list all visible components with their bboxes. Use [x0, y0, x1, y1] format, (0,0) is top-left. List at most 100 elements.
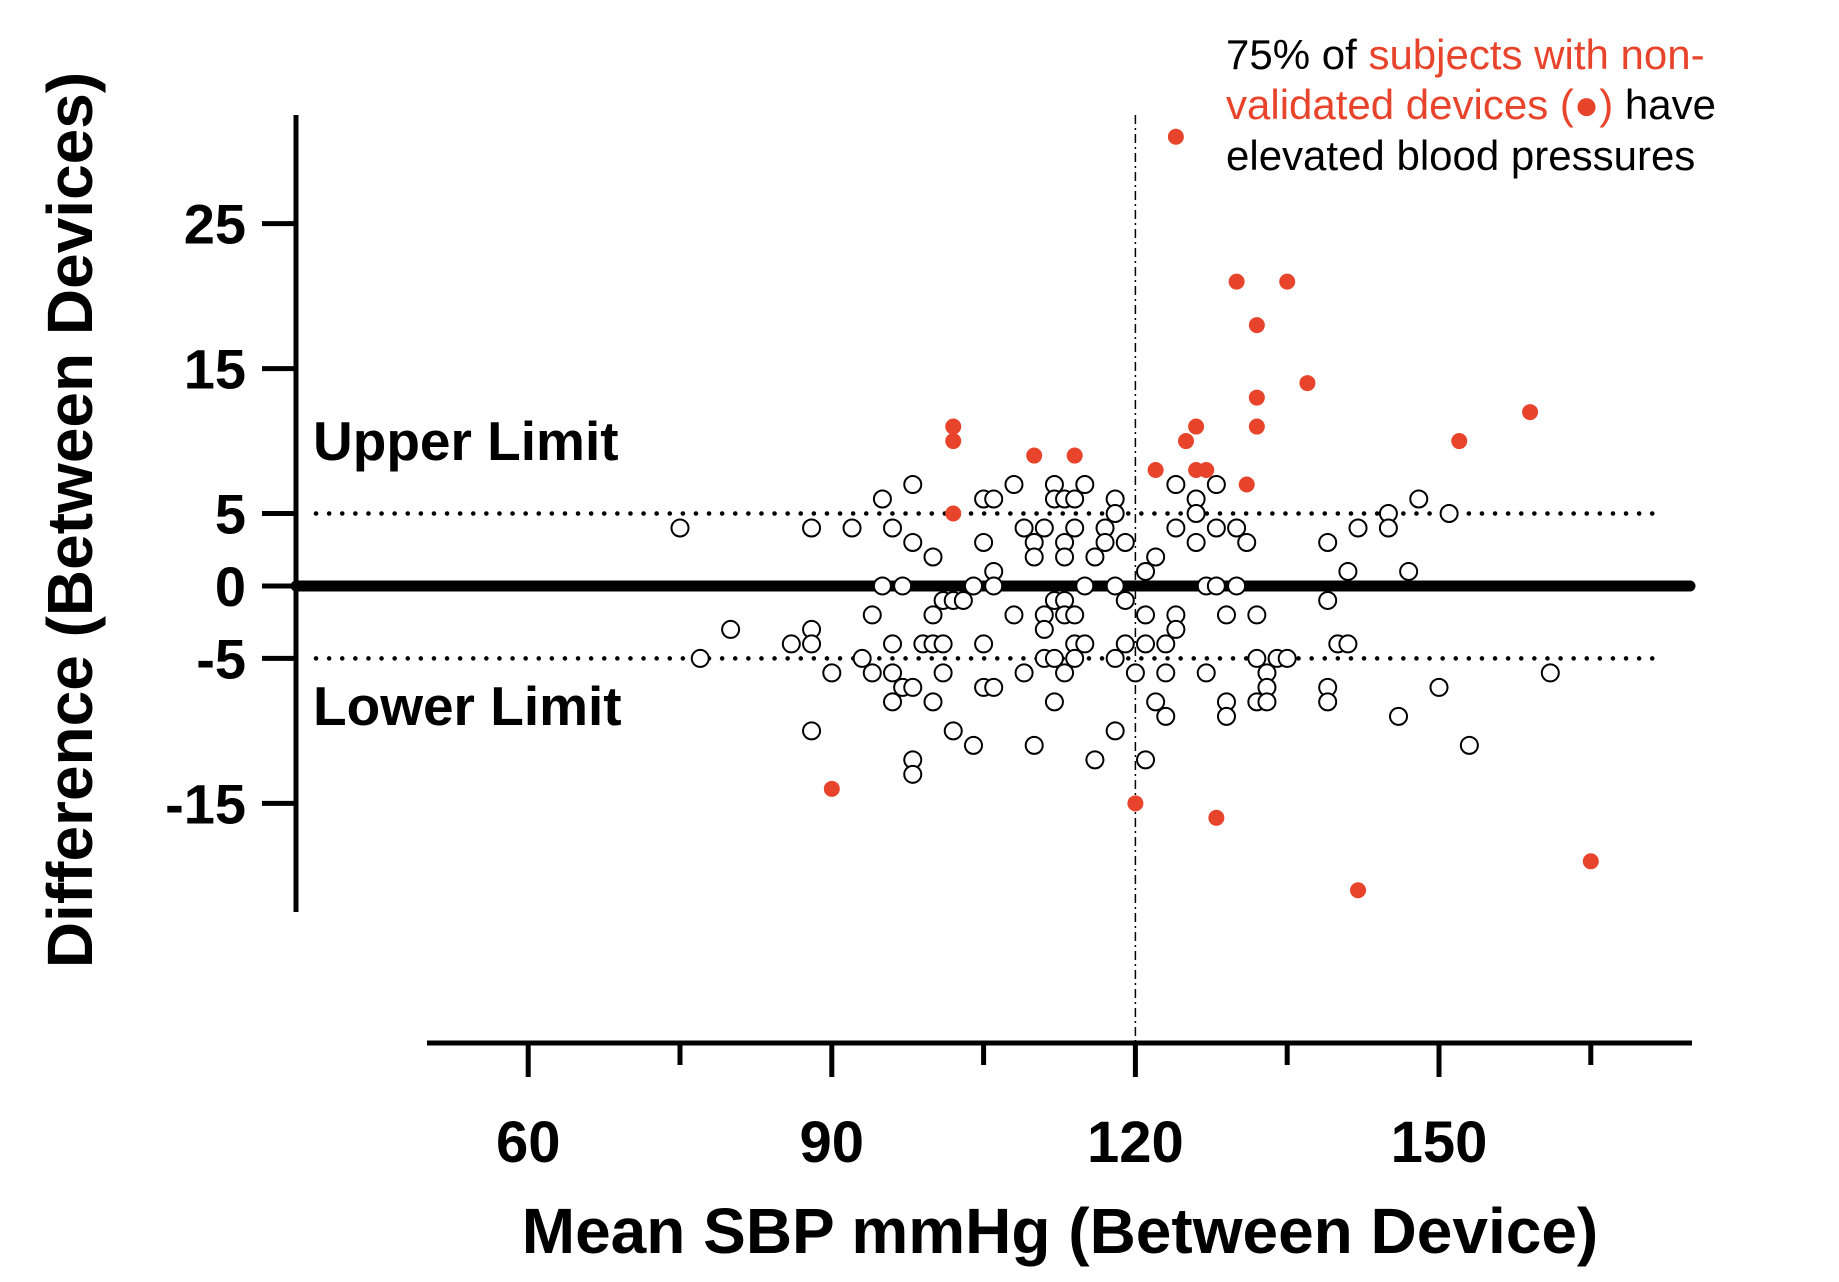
upper-limit-label: Upper Limit [313, 410, 619, 472]
annotation-part1: 75% of [1226, 31, 1357, 78]
validated-point [1136, 561, 1156, 581]
non-validated-point [1238, 476, 1255, 493]
validated-point [883, 518, 903, 538]
validated-point [872, 489, 892, 509]
validated-point [903, 532, 923, 552]
non-validated-point [945, 505, 962, 522]
validated-point [883, 634, 903, 654]
non-validated-point [1167, 128, 1184, 145]
validated-point [721, 619, 741, 639]
validated-point [1055, 547, 1075, 567]
non-validated-point [1582, 853, 1599, 870]
validated-point [1247, 605, 1267, 625]
axis-ticks: 25 15 5 0 -5 -15 60 90 120 150 [165, 193, 1594, 1175]
validated-point [963, 576, 983, 596]
validated-point [1055, 663, 1075, 683]
validated-point [822, 663, 842, 683]
validated-point [1146, 692, 1166, 712]
y-tick-label: 25 [184, 193, 246, 256]
validated-point [923, 605, 943, 625]
validated-point [933, 634, 953, 654]
validated-point [1014, 663, 1034, 683]
validated-point [842, 518, 862, 538]
validated-point [903, 475, 923, 495]
validated-point [1277, 648, 1297, 668]
validated-point [943, 721, 963, 741]
validated-point [802, 518, 822, 538]
non-validated-point [945, 418, 962, 435]
validated-point [862, 663, 882, 683]
validated-point [1399, 561, 1419, 581]
validated-point [1044, 692, 1064, 712]
validated-point [1136, 634, 1156, 654]
validated-point [1004, 475, 1024, 495]
non-validated-point [1522, 404, 1539, 421]
validated-point [1034, 619, 1054, 639]
validated-point [1318, 692, 1338, 712]
non-validated-point [823, 780, 840, 797]
validated-point [1206, 576, 1226, 596]
annotation-note: 75% of subjects with non-validated devic… [1226, 30, 1826, 181]
validated-point [1065, 648, 1085, 668]
validated-point [1318, 532, 1338, 552]
x-tick-label: 120 [1087, 1110, 1184, 1175]
validated-point [1166, 475, 1186, 495]
validated-point [1389, 706, 1409, 726]
annotation-part2: subjects with non-validated devices (●) [1226, 31, 1705, 129]
validated-point [1439, 504, 1459, 523]
validated-point [852, 648, 872, 668]
non-validated-point [1248, 418, 1265, 435]
validated-point [1115, 634, 1135, 654]
non-validated-point [1299, 375, 1316, 392]
annotation-part3: have elevated blood pressures [1226, 81, 1716, 179]
validated-point [1075, 634, 1095, 654]
validated-point [1156, 634, 1176, 654]
validated-point [1156, 706, 1176, 726]
non-validated-point [1188, 418, 1205, 435]
non-validated-point [1208, 809, 1225, 826]
validated-point [883, 692, 903, 712]
lower-limit-label: Lower Limit [313, 675, 622, 737]
validated-point [1186, 504, 1206, 523]
validated-point [1540, 663, 1560, 683]
validated-point [984, 576, 1004, 596]
validated-point [1318, 590, 1338, 610]
validated-point [1125, 663, 1145, 683]
non-validated-point [1279, 273, 1296, 290]
validated-point [893, 576, 913, 596]
y-tick-label: 0 [215, 555, 246, 618]
validated-point [1085, 750, 1105, 770]
validated-point [1348, 518, 1368, 538]
non-validated-point [1451, 433, 1468, 450]
validated-point [963, 735, 983, 755]
non-validated-point [1147, 462, 1164, 479]
validated-point [1166, 619, 1186, 639]
validated-point [872, 576, 892, 596]
non-validated-point [945, 433, 962, 450]
validated-point [1065, 518, 1085, 538]
validated-point [1196, 663, 1216, 683]
validated-point [1257, 692, 1277, 712]
validated-point [1429, 677, 1449, 697]
validated-point [1136, 605, 1156, 625]
validated-point [1034, 518, 1054, 538]
validated-point [1075, 475, 1095, 495]
validated-point [1206, 475, 1226, 495]
validated-point [1459, 735, 1479, 755]
validated-point [1227, 576, 1247, 596]
validated-point [1095, 532, 1115, 552]
validated-point [984, 489, 1004, 509]
validated-point [802, 634, 822, 654]
validated-point [923, 692, 943, 712]
non-validated-point [1026, 447, 1043, 464]
validated-point [1004, 605, 1024, 625]
validated-point [1247, 648, 1267, 668]
validated-point [1115, 590, 1135, 610]
y-tick-label: 5 [215, 483, 246, 546]
validated-point [1014, 518, 1034, 538]
validated-point [923, 547, 943, 567]
validated-point [883, 663, 903, 683]
validated-point [1409, 489, 1429, 509]
validated-point [1216, 605, 1236, 625]
validated-point [1105, 576, 1125, 596]
